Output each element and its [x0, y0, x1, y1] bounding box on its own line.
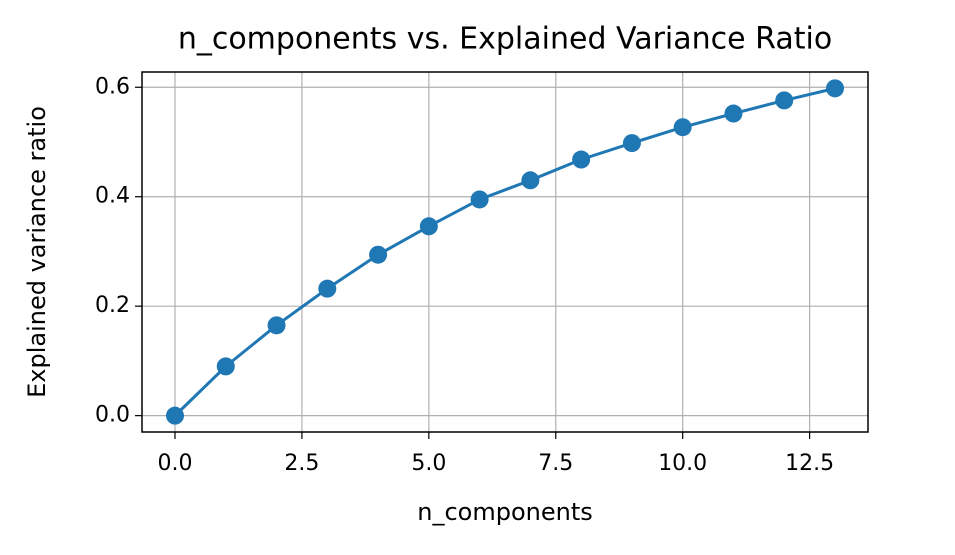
x-tick-label: 7.5	[538, 451, 573, 476]
point	[166, 406, 184, 425]
y-tick-label: 0.0	[95, 403, 130, 428]
plot-frame	[141, 71, 869, 433]
point	[622, 134, 641, 153]
y-tick-label: 0.4	[95, 184, 130, 209]
y-tick-label: 0.6	[95, 74, 130, 99]
x-tick-label: 10.0	[658, 451, 707, 476]
point	[318, 279, 337, 298]
point	[267, 316, 286, 335]
point	[775, 91, 794, 110]
point	[673, 118, 692, 137]
x-tick-label: 0.0	[158, 451, 193, 476]
point	[419, 217, 438, 236]
point	[724, 104, 743, 123]
y-tick-label: 0.2	[95, 293, 130, 318]
x-tick-label: 12.5	[785, 451, 834, 476]
point	[826, 79, 844, 98]
chart-title: n_components vs. Explained Variance Rati…	[178, 22, 832, 57]
point	[572, 150, 591, 169]
y-axis-label: Explained variance ratio	[23, 106, 51, 398]
point	[369, 245, 388, 264]
point	[470, 190, 489, 209]
x-tick-label: 5.0	[411, 451, 446, 476]
x-axis-label: n_components	[417, 498, 593, 526]
x-tick-label: 2.5	[284, 451, 319, 476]
point	[521, 171, 540, 190]
point	[216, 357, 235, 376]
